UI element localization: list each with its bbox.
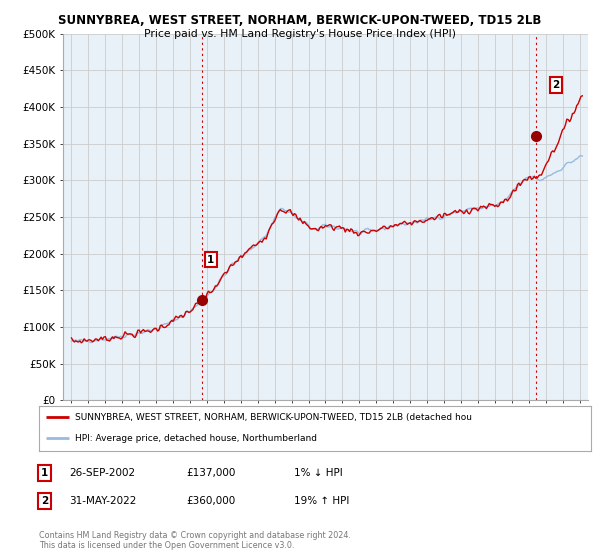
Text: £137,000: £137,000 xyxy=(186,468,235,478)
Text: 1: 1 xyxy=(207,255,214,264)
Text: Contains HM Land Registry data © Crown copyright and database right 2024.
This d: Contains HM Land Registry data © Crown c… xyxy=(39,530,351,550)
Text: Price paid vs. HM Land Registry's House Price Index (HPI): Price paid vs. HM Land Registry's House … xyxy=(144,29,456,39)
Text: 2: 2 xyxy=(553,80,560,90)
Text: HPI: Average price, detached house, Northumberland: HPI: Average price, detached house, Nort… xyxy=(75,434,317,443)
Text: 31-MAY-2022: 31-MAY-2022 xyxy=(69,496,136,506)
Text: 2: 2 xyxy=(41,496,48,506)
Text: 1% ↓ HPI: 1% ↓ HPI xyxy=(294,468,343,478)
Text: SUNNYBREA, WEST STREET, NORHAM, BERWICK-UPON-TWEED, TD15 2LB (detached hou: SUNNYBREA, WEST STREET, NORHAM, BERWICK-… xyxy=(75,413,472,422)
Text: £360,000: £360,000 xyxy=(186,496,235,506)
Text: 1: 1 xyxy=(41,468,48,478)
Text: 19% ↑ HPI: 19% ↑ HPI xyxy=(294,496,349,506)
Text: SUNNYBREA, WEST STREET, NORHAM, BERWICK-UPON-TWEED, TD15 2LB: SUNNYBREA, WEST STREET, NORHAM, BERWICK-… xyxy=(58,14,542,27)
Text: 26-SEP-2002: 26-SEP-2002 xyxy=(69,468,135,478)
